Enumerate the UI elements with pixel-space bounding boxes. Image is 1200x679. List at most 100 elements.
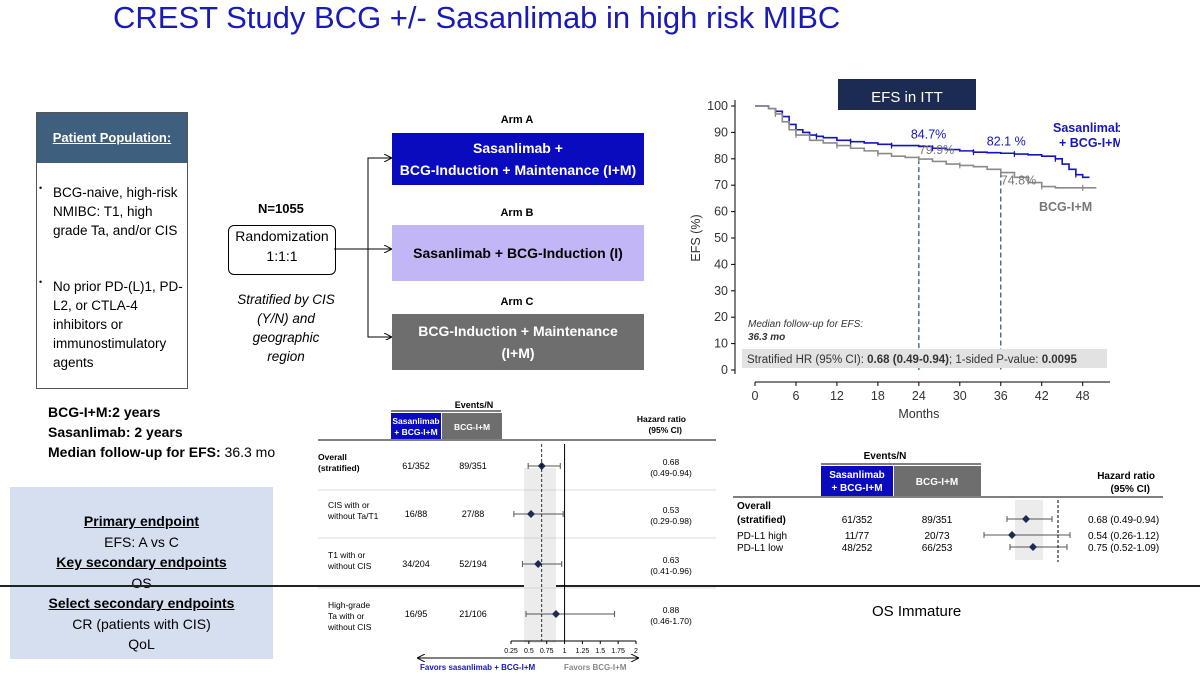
- x-tick-label: 0: [752, 389, 759, 403]
- sasanlimab-duration: Sasanlimab: 2 years: [48, 424, 183, 440]
- arm-a-box: Sasanlimab + BCG-Induction + Maintenance…: [392, 133, 644, 185]
- events-bcg: 66/253: [922, 543, 953, 554]
- arm-c-line1: BCG-Induction + Maintenance: [418, 323, 618, 339]
- ci-shade: [524, 468, 556, 643]
- arrow-arm-a: [334, 158, 391, 250]
- arm-c-label: Arm C: [500, 296, 534, 308]
- events-sasanlimab: 48/252: [842, 543, 873, 554]
- followup-note: Median follow-up for EFS:: [748, 319, 863, 330]
- x-tick-label: 24: [912, 389, 926, 403]
- survival-rate-label: 79.9%: [919, 143, 954, 157]
- events-bcg: 89/351: [459, 461, 487, 471]
- y-tick-label: 0: [721, 363, 728, 377]
- bcg-curve: [755, 105, 1097, 189]
- events-bcg: 21/106: [459, 609, 487, 619]
- subgroup-label: PD-L1 low: [737, 543, 784, 554]
- x-axis-label: Months: [898, 407, 939, 421]
- legend-sasanlimab: Sasanlimab: [1053, 121, 1120, 135]
- subgroup-label: T1 with or: [328, 550, 365, 560]
- forest-plot-pdl1: Events/N Sasanlimab + BCG-I+M BCG-I+M Hazard…: [733, 451, 1163, 562]
- x-tick-label: 1.5: [595, 648, 605, 655]
- y-tick-label: 60: [714, 205, 728, 219]
- subgroup-label: (stratified): [318, 463, 360, 473]
- col-sasanlimab-bg: [821, 466, 893, 496]
- col-bcg-bg: [442, 413, 502, 439]
- x-tick-label: 30: [953, 389, 967, 403]
- col-bcg-header: BCG-I+M: [916, 477, 959, 488]
- hr-ci: (0.49-0.94): [650, 468, 692, 478]
- x-tick-label: 1.25: [576, 648, 590, 655]
- hr-ci: (0.46-1.70): [650, 616, 692, 626]
- col-sasanlimab-header: + BCG-I+M: [831, 483, 882, 494]
- hr-ci: (0.41-0.96): [650, 566, 692, 576]
- events-sasanlimab: 61/352: [842, 515, 873, 526]
- col-bcg-header: BCG-I+M: [454, 422, 490, 432]
- efs-itt-label: EFS in ITT: [838, 79, 976, 110]
- y-tick-label: 70: [714, 178, 728, 192]
- bullet-icon: •: [39, 183, 43, 193]
- subgroup-label: without CIS: [327, 622, 372, 632]
- hr-header: Hazard ratio: [1097, 471, 1155, 482]
- y-tick-label: 40: [714, 257, 728, 271]
- events-sasanlimab: 16/88: [405, 509, 428, 519]
- followup-value: 36.3 mo: [748, 332, 785, 343]
- hr-part: 0.0095: [1042, 354, 1078, 366]
- ci-shade: [1015, 500, 1043, 560]
- arm-c-line2: (I+M): [501, 345, 535, 361]
- os-immature-note: OS Immature: [872, 603, 962, 620]
- arrow-arm-c: [367, 249, 391, 337]
- events-bcg: 27/88: [462, 509, 485, 519]
- hr-point: [1029, 543, 1037, 551]
- hr-point: [1022, 515, 1030, 523]
- hr-header: (95% CI): [648, 425, 682, 435]
- randomization-text: Randomization: [235, 228, 329, 244]
- hr-point: [534, 560, 543, 568]
- legend-bcg: BCG-I+M: [1039, 200, 1092, 214]
- events-sasanlimab: 11/77: [845, 531, 870, 542]
- x-tick-label: 2: [634, 648, 638, 655]
- x-tick-label: 36: [994, 389, 1008, 403]
- hr-box: [742, 349, 1107, 368]
- hr-ci: (0.29-0.98): [650, 516, 692, 526]
- subgroup-label: without CIS: [327, 561, 372, 571]
- flow-arrows: [334, 150, 396, 340]
- arm-a-label: Arm A: [500, 114, 534, 126]
- select-secondary-endpoint: CR (patients with CIS): [72, 615, 211, 632]
- randomization-ratio: 1:1:1: [266, 248, 298, 264]
- hr-point: [552, 610, 560, 618]
- subgroup-label: PD-L1 high: [737, 531, 787, 542]
- x-tick-label: 1.75: [611, 648, 625, 655]
- hr-value: 0.54 (0.26-1.12): [1088, 531, 1159, 542]
- x-tick-label: 12: [830, 389, 844, 403]
- x-tick-label: 0.75: [540, 648, 554, 655]
- hr-value: 0.53: [663, 505, 680, 515]
- duration-info: BCG-I+M:2 years Sasanlimab: 2 years Medi…: [48, 402, 275, 462]
- bcg-duration: BCG-I+M:2 years: [48, 404, 161, 420]
- hr-value: 0.68 (0.49-0.94): [1088, 515, 1159, 526]
- hr-text: Stratified HR (95% CI): 0.68 (0.49-0.94)…: [747, 354, 1077, 366]
- events-bcg: 89/351: [922, 515, 953, 526]
- col-sasanlimab-header: + BCG-I+M: [394, 427, 437, 437]
- bullet-icon: •: [39, 277, 43, 287]
- events-header: Events/N: [455, 400, 494, 410]
- y-tick-label: 90: [714, 125, 728, 139]
- arm-a-line2: BCG-Induction + Maintenance (I+M): [399, 162, 637, 178]
- population-item: • No prior PD-(L)1, PD-L2, or CTLA-4 inh…: [39, 277, 185, 372]
- randomization-box: Randomization 1:1:1: [228, 225, 336, 275]
- page-title: CREST Study BCG +/- Sasanlimab in high r…: [113, 0, 841, 35]
- x-tick-label: 48: [1076, 389, 1090, 403]
- x-tick-label: 42: [1035, 389, 1049, 403]
- select-secondary-endpoint: QoL: [128, 636, 155, 652]
- hr-header: (95% CI): [1111, 484, 1150, 495]
- col-sasanlimab-header: Sasanlimab: [392, 416, 439, 426]
- subgroup-label: High-grade: [328, 600, 370, 610]
- y-axis-label: EFS (%): [690, 214, 703, 261]
- legend-sasanlimab: + BCG-I+M: [1059, 136, 1120, 150]
- hr-value: 0.68: [663, 457, 680, 467]
- hr-point: [527, 510, 535, 518]
- sample-size-label: N=1055: [258, 201, 304, 216]
- col-sasanlimab-header: Sasanlimab: [829, 470, 885, 481]
- events-bcg: 52/194: [459, 559, 487, 569]
- survival-rate-label: 82.1 %: [987, 134, 1026, 148]
- hr-value: 0.88: [663, 605, 680, 615]
